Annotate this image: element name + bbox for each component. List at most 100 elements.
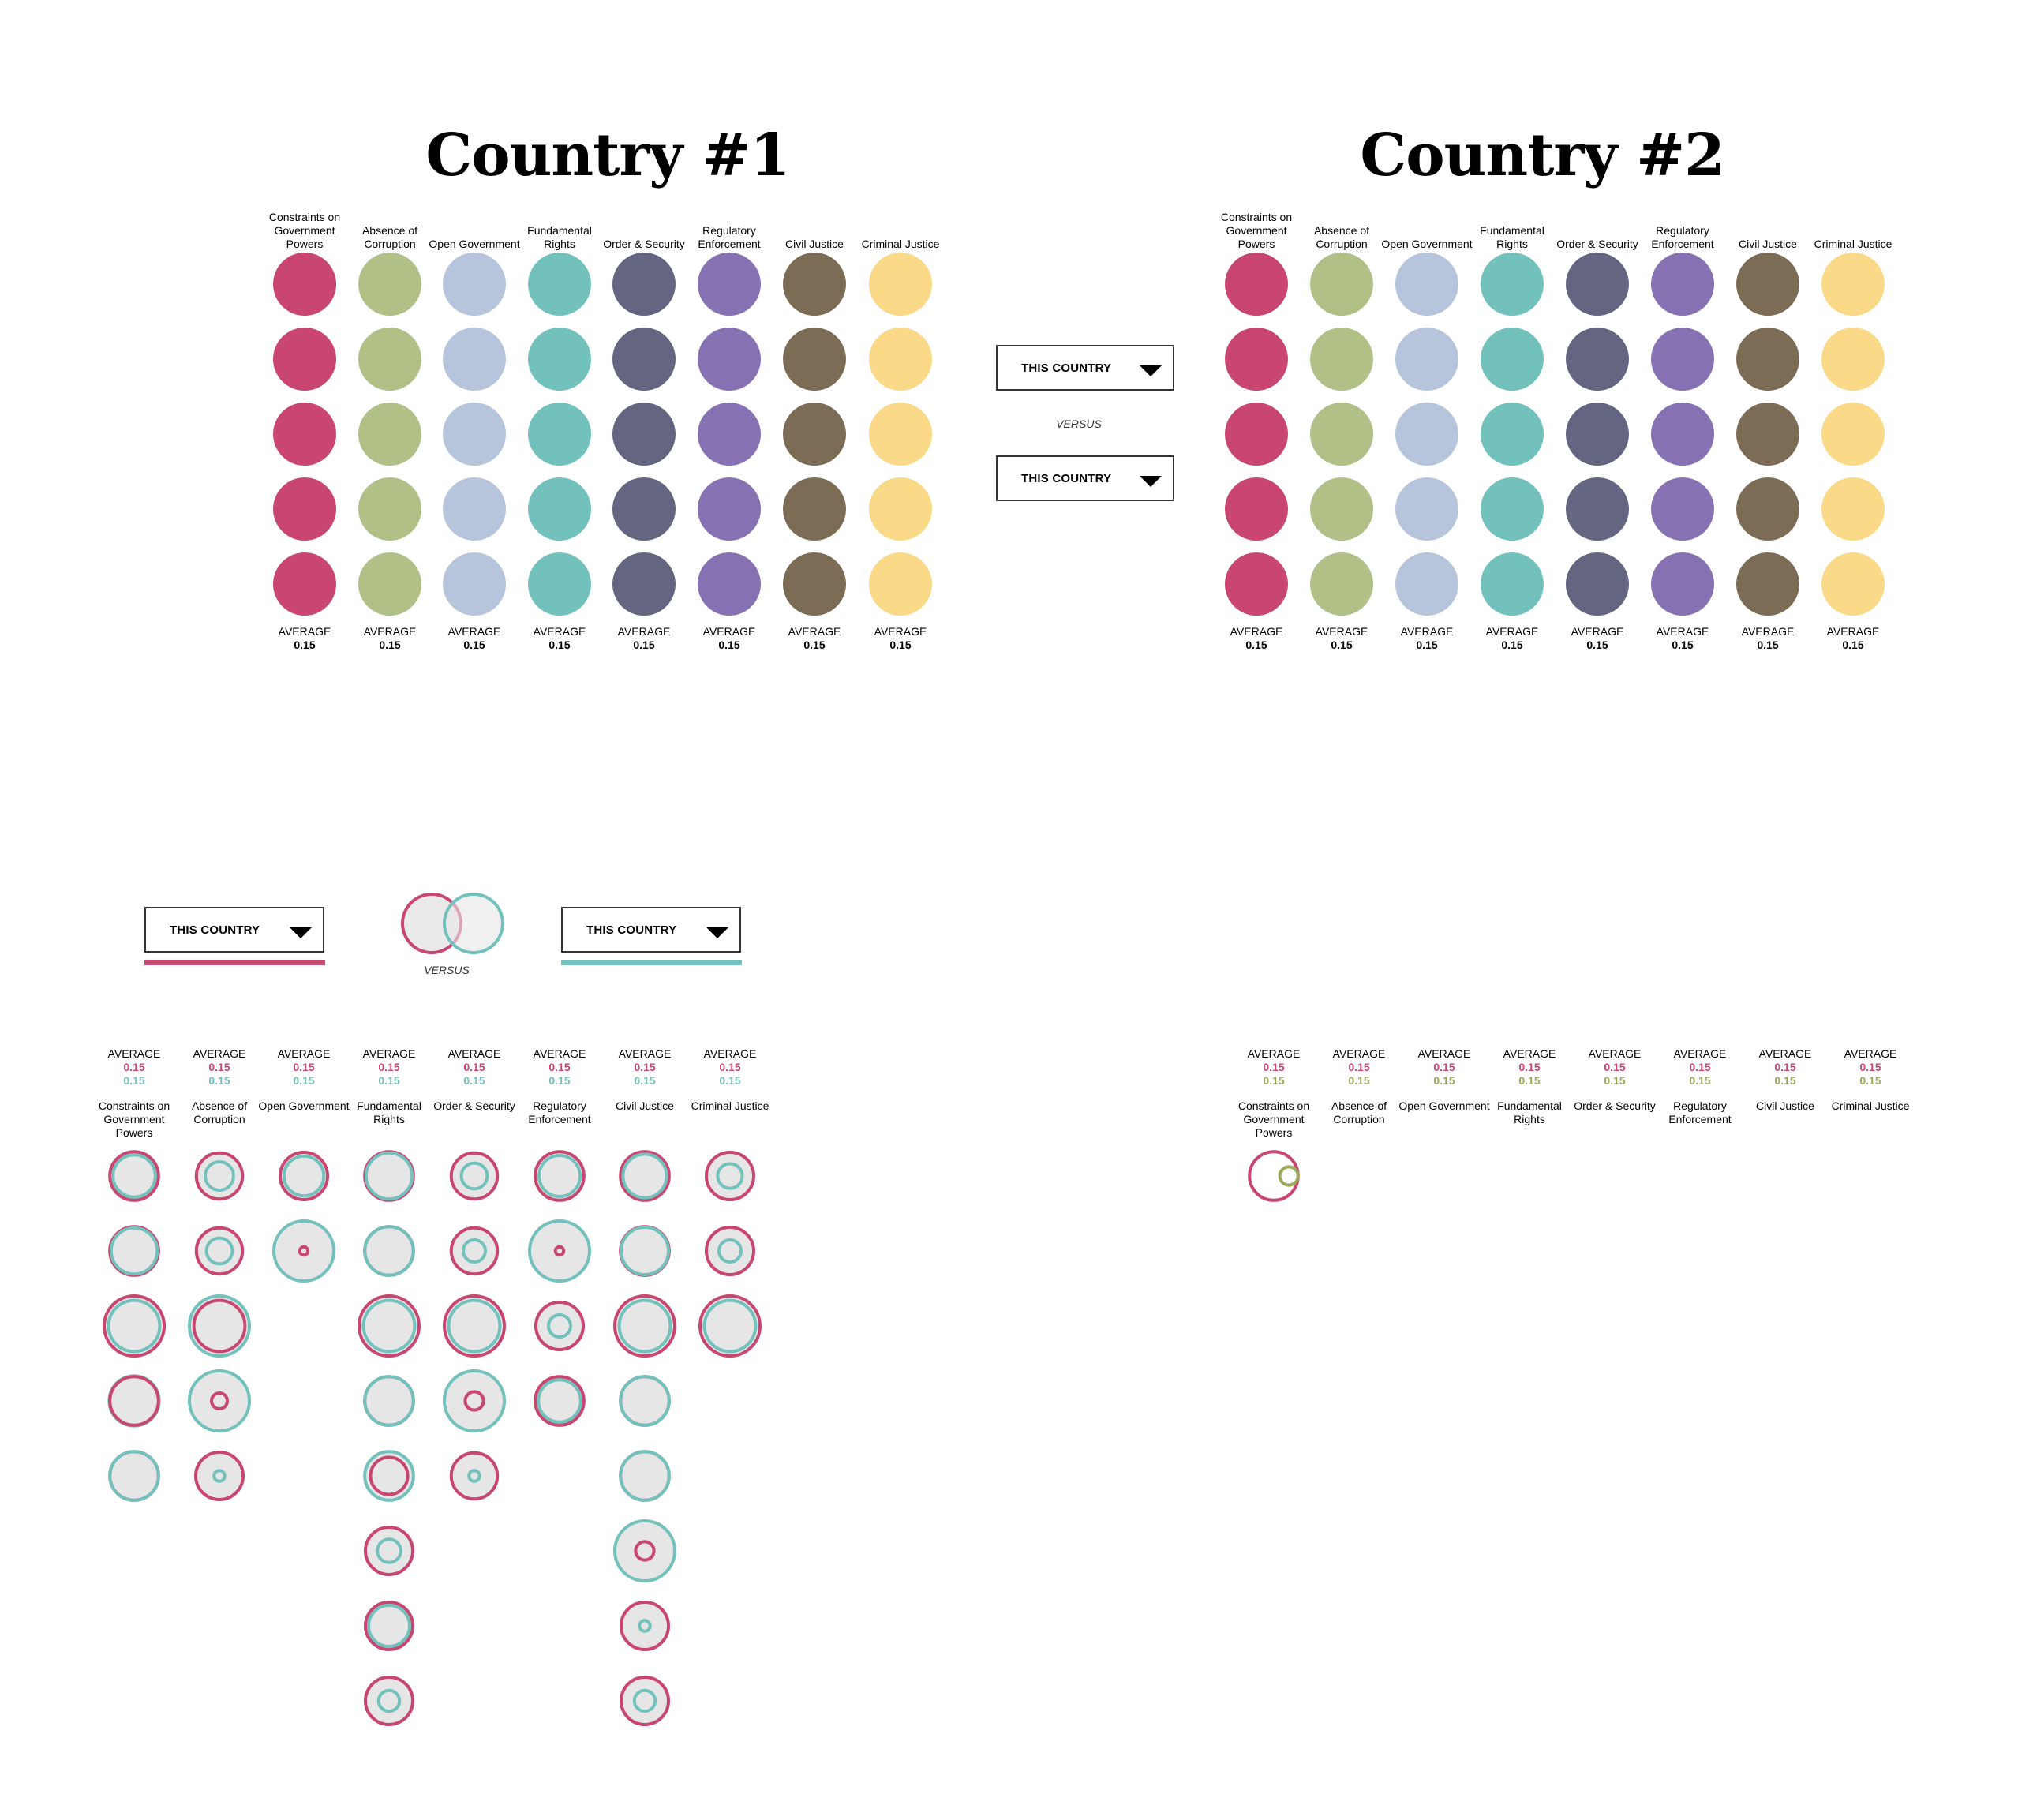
bubble-ring-b: [617, 1298, 672, 1354]
bubble-fill: [272, 1219, 335, 1283]
country-1-dot-regulatory-enforcement-5: [698, 552, 761, 616]
bubble-fill: [108, 1225, 160, 1277]
country-1-category-label-open-government: Open Government: [429, 238, 520, 250]
comparison-left-bubble-civil-justice-6: [613, 1519, 676, 1582]
bubble-fill: [107, 1374, 161, 1428]
average-label: AVERAGE: [1230, 625, 1283, 638]
country-2-dot-regulatory-enforcement-3: [1651, 403, 1714, 466]
comparison-left-average-absence-of-corruption: AVERAGE 0.15 0.15: [193, 1047, 246, 1088]
comparison-right-category-label-order-and-security: Order & Security: [1574, 1099, 1656, 1112]
country-select-top-a[interactable]: THIS COUNTRY: [996, 345, 1174, 391]
average-value-a: 0.15: [1604, 1061, 1626, 1073]
country-1-average-constraints-on-government-powers: AVERAGE 0.15: [279, 625, 331, 652]
comparison-right-category-label-regulatory-enforcement: Regulatory Enforcement: [1668, 1099, 1732, 1125]
comparison-right-category-label-criminal-justice: Criminal Justice: [1831, 1099, 1910, 1112]
bubble-ring-a: [463, 1390, 485, 1412]
country-2-category-label-criminal-justice: Criminal Justice: [1814, 238, 1893, 250]
country-2-dot-absence-of-corruption-3: [1310, 403, 1373, 466]
average-value-a: 0.15: [1689, 1061, 1711, 1073]
versus-label-bottom: VERSUS: [424, 964, 470, 976]
bubble-ring-a: [620, 1676, 670, 1726]
country-select-bottom-b[interactable]: THIS COUNTRY: [561, 907, 741, 953]
country-2-average-order-and-security: AVERAGE 0.15: [1571, 625, 1624, 652]
bubble-fill: [363, 1150, 415, 1202]
bubble-ring-b: [107, 1298, 162, 1354]
bubble-fill: [194, 1451, 245, 1501]
bubble-ring-a: [364, 1601, 414, 1651]
average-label: AVERAGE: [1417, 1047, 1471, 1060]
comparison-right-average-civil-justice: AVERAGE 0.15 0.15: [1759, 1047, 1812, 1088]
average-value: 0.15: [1501, 638, 1523, 651]
average-value-b: 0.15: [378, 1074, 400, 1087]
comparison-left-bubble-absence-of-corruption-4: [188, 1369, 251, 1432]
country-select-top-b[interactable]: THIS COUNTRY: [996, 455, 1174, 501]
bubble-ring-a: [534, 1150, 586, 1202]
comparison-left-category-label-constraints-on-government-powers: Constraints on Government Powers: [98, 1099, 170, 1139]
comparison-right-average-open-government: AVERAGE 0.15 0.15: [1418, 1047, 1471, 1088]
country-2-dot-civil-justice-3: [1736, 403, 1799, 466]
bubble-ring-b: [702, 1298, 758, 1354]
country-2-category-label-fundamental-rights: Fundamental Rights: [1480, 224, 1544, 250]
comparison-right-average-fundamental-rights: AVERAGE 0.15 0.15: [1503, 1047, 1556, 1088]
average-value: 0.15: [1672, 638, 1694, 651]
bubble-ring-a: [534, 1301, 585, 1351]
comparison-left-average-open-government: AVERAGE 0.15 0.15: [278, 1047, 331, 1088]
comparison-left-bubble-constraints-on-government-powers-5: [108, 1450, 160, 1502]
bubble-fill: [619, 1450, 671, 1502]
average-value-a: 0.15: [719, 1061, 741, 1073]
average-value-b: 0.15: [548, 1074, 571, 1087]
country-1-dot-constraints-on-government-powers-1: [273, 253, 336, 316]
comparison-left-bubble-fundamental-rights-6: [364, 1526, 414, 1576]
country-1-title: Country #1: [425, 122, 790, 189]
country-1-category-label-criminal-justice: Criminal Justice: [861, 238, 940, 250]
bubble-ring-b: [204, 1160, 235, 1192]
country-1-dot-open-government-5: [443, 552, 506, 616]
triangle-down-icon: [1140, 476, 1162, 487]
country-1-average-regulatory-enforcement: AVERAGE 0.15: [703, 625, 756, 652]
bubble-fill: [449, 1151, 500, 1201]
comparison-left-bubble-fundamental-rights-8: [364, 1676, 414, 1726]
country-1-dot-open-government-4: [443, 477, 506, 541]
country-1-dot-absence-of-corruption-5: [358, 552, 421, 616]
average-value-b: 0.15: [1774, 1074, 1796, 1087]
average-value-a: 0.15: [123, 1061, 145, 1073]
bubble-ring-a: [298, 1245, 310, 1257]
country-1-dot-regulatory-enforcement-1: [698, 253, 761, 316]
bubble-ring-a: [534, 1375, 586, 1427]
bubble-fill: [620, 1601, 670, 1651]
comparison-right-category-label-fundamental-rights: Fundamental Rights: [1497, 1099, 1562, 1125]
country-1-category-label-order-and-security: Order & Security: [603, 238, 685, 250]
comparison-left-bubble-civil-justice-1: [619, 1150, 671, 1202]
average-label: AVERAGE: [618, 1047, 672, 1060]
bubble-fill: [619, 1225, 671, 1277]
country-2-dot-absence-of-corruption-4: [1310, 477, 1373, 541]
country-2-dot-fundamental-rights-4: [1481, 477, 1544, 541]
bubble-ring-b: [376, 1688, 402, 1713]
average-value-b: 0.15: [1689, 1074, 1711, 1087]
bubble-ring-b: [528, 1219, 591, 1283]
country-1-category-label-constraints-on-government-powers: Constraints on Government Powers: [268, 211, 341, 250]
bubble-fill: [363, 1375, 415, 1427]
average-label: AVERAGE: [617, 625, 671, 638]
country-select-bottom-a[interactable]: THIS COUNTRY: [144, 907, 324, 953]
country-select-bottom-b-label: THIS COUNTRY: [586, 923, 677, 937]
bubble-ring-b: [638, 1619, 652, 1633]
country-2-category-label-order-and-security: Order & Security: [1556, 238, 1638, 250]
country-2-dot-criminal-justice-1: [1821, 253, 1885, 316]
bubble-fill: [534, 1375, 586, 1427]
comparison-left-bubble-fundamental-rights-5: [363, 1450, 415, 1502]
bubble-fill: [364, 1526, 414, 1576]
country-1-dot-civil-justice-3: [783, 403, 846, 466]
comparison-right-bubble-constraints-on-government-powers-1: [1248, 1150, 1300, 1202]
country-2-dot-regulatory-enforcement-5: [1651, 552, 1714, 616]
country-2-category-label-absence-of-corruption: Absence of Corruption: [1313, 224, 1370, 250]
average-value-a: 0.15: [1774, 1061, 1796, 1073]
country-2-dot-open-government-4: [1395, 477, 1458, 541]
country-2-dot-constraints-on-government-powers-4: [1225, 477, 1288, 541]
average-label: AVERAGE: [1571, 625, 1624, 638]
country-2-category-label-open-government: Open Government: [1381, 238, 1473, 250]
country-b-underline: [561, 960, 742, 965]
country-2-average-fundamental-rights: AVERAGE 0.15: [1486, 625, 1539, 652]
comparison-left-category-label-fundamental-rights: Fundamental Rights: [357, 1099, 421, 1125]
bubble-ring-b: [1278, 1165, 1300, 1187]
